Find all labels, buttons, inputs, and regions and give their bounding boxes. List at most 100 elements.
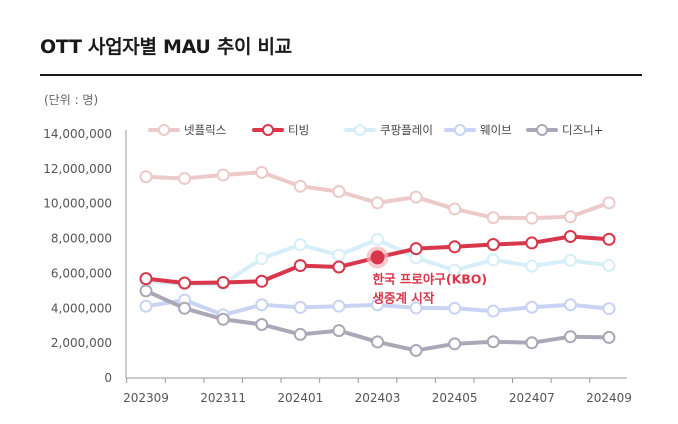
legend-item: 티빙 — [252, 123, 309, 137]
x-tick-label: 202409 — [586, 391, 632, 405]
data-point — [371, 196, 384, 210]
legend-swatch-marker — [454, 124, 466, 136]
title-divider — [40, 74, 642, 76]
data-point — [332, 324, 346, 338]
data-point — [525, 259, 539, 273]
legend-swatch-marker — [158, 124, 170, 136]
data-point — [293, 238, 307, 252]
data-point — [178, 301, 192, 315]
series-5 — [139, 284, 616, 357]
y-tick-label: 14,000,000 — [43, 127, 112, 141]
chart-title: OTT 사업자별 MAU 추이 비교 — [40, 36, 292, 58]
data-point — [602, 302, 616, 316]
data-point — [448, 202, 462, 216]
x-tick-label: 202401 — [277, 391, 323, 405]
data-point — [563, 210, 577, 224]
y-tick-label: 6,000,000 — [51, 266, 112, 280]
y-tick-label: 10,000,000 — [43, 197, 112, 211]
y-tick-label: 2,000,000 — [51, 336, 112, 350]
data-point — [563, 229, 577, 243]
x-tick-label: 202405 — [432, 391, 478, 405]
data-point — [409, 190, 423, 204]
data-point — [255, 298, 269, 312]
series-4 — [139, 293, 616, 322]
series-1 — [139, 165, 616, 225]
y-tick-label: 0 — [104, 371, 112, 385]
data-point — [255, 317, 269, 331]
data-point — [178, 276, 192, 290]
data-point — [486, 211, 500, 225]
data-point — [409, 343, 423, 357]
data-point — [293, 259, 307, 273]
unit-label: (단위 : 명) — [44, 93, 99, 107]
legend-swatch-marker — [354, 124, 366, 136]
annotation-text: 생중계 시작 — [373, 290, 435, 305]
x-tick-label: 202407 — [509, 391, 555, 405]
data-point — [139, 272, 153, 286]
data-point — [448, 263, 462, 277]
data-point — [602, 330, 616, 344]
annotation: 한국 프로야구(KBO) 생중계 시작 — [366, 246, 488, 305]
series-group — [139, 165, 616, 357]
data-point — [371, 232, 384, 246]
data-point — [216, 275, 230, 289]
legend-swatch-marker — [262, 124, 274, 136]
x-tick-label: 202403 — [355, 391, 401, 405]
data-point — [525, 211, 539, 225]
legend-label: 디즈니+ — [562, 123, 603, 137]
x-tick-label: 202311 — [200, 391, 246, 405]
y-tick-label: 8,000,000 — [51, 232, 112, 246]
data-point — [486, 237, 500, 251]
legend-item: 넷플릭스 — [148, 123, 226, 137]
data-point — [332, 185, 346, 199]
data-point — [448, 240, 462, 254]
data-point — [602, 258, 616, 272]
data-point — [293, 179, 307, 193]
data-point — [525, 336, 539, 350]
data-point — [255, 252, 269, 266]
data-point — [332, 260, 346, 274]
data-point — [332, 299, 346, 313]
highlight-point — [370, 250, 385, 265]
data-point — [139, 299, 153, 313]
data-point — [216, 312, 230, 326]
annotation-text: 한국 프로야구(KBO) — [373, 271, 488, 286]
data-point — [602, 232, 616, 246]
data-point — [563, 330, 577, 344]
data-point — [448, 337, 462, 351]
legend-item: 쿠팡플레이 — [344, 123, 433, 137]
data-point — [139, 284, 153, 298]
data-point — [409, 242, 423, 256]
y-tick-label: 4,000,000 — [51, 301, 112, 315]
data-point — [332, 248, 346, 262]
data-point — [293, 327, 307, 341]
data-point — [409, 301, 423, 315]
data-point — [255, 274, 269, 288]
x-tick-label: 202309 — [123, 391, 169, 405]
data-point — [255, 165, 269, 179]
data-point — [448, 301, 462, 315]
legend-item: 웨이브 — [444, 123, 512, 137]
data-point — [563, 298, 577, 312]
legend-swatch-marker — [536, 124, 548, 136]
y-axis: 0 2,000,000 4,000,000 6,000,000 8,000,000 10,… — [43, 127, 127, 385]
data-point — [525, 236, 539, 250]
data-point — [371, 335, 384, 349]
y-tick-label: 12,000,000 — [43, 162, 112, 176]
legend-label: 티빙 — [288, 123, 309, 137]
x-axis: 202309 202311 202401 202403 202405 202407 2024… — [123, 377, 632, 405]
data-point — [293, 300, 307, 314]
legend-label: 쿠팡플레이 — [380, 123, 433, 137]
legend-item: 디즈니+ — [526, 123, 603, 137]
legend-label: 웨이브 — [480, 123, 512, 137]
data-point — [563, 253, 577, 267]
data-point — [602, 196, 616, 210]
data-point — [525, 300, 539, 314]
series-line — [144, 170, 611, 221]
data-point — [216, 168, 230, 182]
data-point — [139, 170, 153, 184]
data-point — [486, 335, 500, 349]
data-point — [371, 298, 384, 312]
legend-label: 넷플릭스 — [184, 123, 226, 137]
